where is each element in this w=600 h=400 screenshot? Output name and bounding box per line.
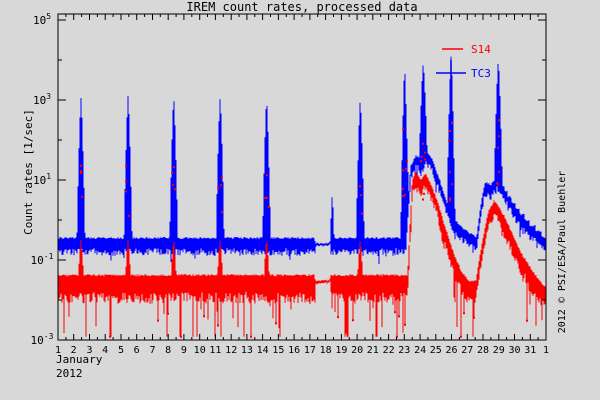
x-tick-label: 15	[272, 345, 284, 356]
x-tick-label: 2	[71, 345, 77, 356]
x-tick-label: 3	[86, 345, 92, 356]
x-tick-label: 28	[477, 345, 489, 356]
x-tick-label: 29	[493, 345, 505, 356]
x-tick-label: 14	[257, 345, 269, 356]
legend-label-tc3: TC3	[471, 67, 491, 80]
tc3-data-points	[57, 56, 547, 264]
s14-scatter-dots	[80, 119, 528, 338]
x-tick-labels: 1 2 3 4 5 6 7 8 9 10 11 12 13 14 15 16 17 18 19 20 21 22 23 24 2…	[55, 345, 549, 356]
x-tick-label: 24	[414, 345, 426, 356]
x-tick-label: 23	[398, 345, 410, 356]
axes-frame	[57, 13, 547, 341]
x-tick-label: 8	[165, 345, 171, 356]
x-tick-label: 1	[55, 345, 61, 356]
x-tick-label: 30	[508, 345, 520, 356]
x-tick-label: 6	[134, 345, 140, 356]
y-tick-label: 10-1	[31, 252, 54, 267]
chart-title: IREM count rates, processed data	[186, 0, 417, 14]
x-tick-label: 19	[335, 345, 347, 356]
x-tick-label: 27	[461, 345, 473, 356]
x-tick-label: 26	[445, 345, 457, 356]
x-tick-label: 18	[320, 345, 332, 356]
x-tick-label: 13	[241, 345, 253, 356]
legend: S14 TC3	[436, 43, 491, 86]
x-tick-label: 25	[430, 345, 442, 356]
y-axis-title: Count rates [1/sec]	[22, 109, 35, 235]
x-axis-month-label: January	[56, 353, 103, 366]
x-axis-year-label: 2012	[56, 367, 83, 380]
x-tick-label: 17	[304, 345, 316, 356]
y-tick-labels: 105 103 101 10-1 10-3	[31, 12, 54, 347]
x-tick-label: 7	[149, 345, 155, 356]
y-tick-label: 105	[33, 12, 51, 27]
x-tick-label: 9	[181, 345, 187, 356]
x-tick-label: 31	[524, 345, 536, 356]
y-tick-label: 103	[33, 92, 51, 107]
series-tc3	[57, 56, 547, 264]
x-tick-label: 4	[102, 345, 108, 356]
x-tick-label: 12	[225, 345, 237, 356]
x-tick-label: 22	[383, 345, 395, 356]
y-tick-label: 101	[33, 172, 51, 187]
x-tick-label: 16	[288, 345, 300, 356]
x-tick-label: 5	[118, 345, 124, 356]
x-tick-label: 20	[351, 345, 363, 356]
y-tick-label: 10-3	[31, 332, 54, 347]
legend-sample-tc3-errorbar	[436, 60, 466, 86]
x-tick-label: 10	[194, 345, 206, 356]
watermark-credit: 2012 © PSI/ESA/Paul Buehler	[557, 171, 568, 334]
series-s14	[57, 119, 547, 338]
legend-label-s14: S14	[471, 43, 491, 56]
x-tick-label: 21	[367, 345, 379, 356]
x-tick-label: 11	[209, 345, 221, 356]
x-tick-label: 1	[543, 345, 549, 356]
axis-box-and-ticks	[57, 13, 547, 341]
